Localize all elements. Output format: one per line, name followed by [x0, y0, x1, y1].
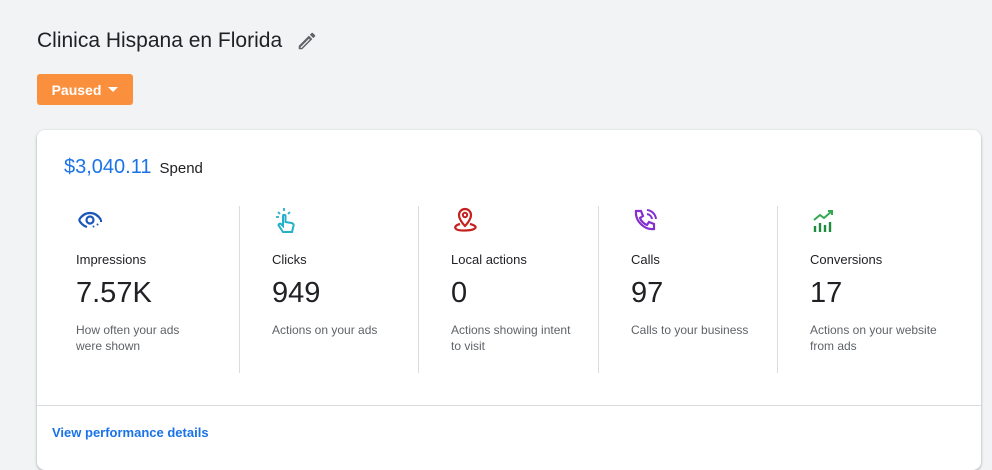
spend-value: $3,040.11 — [64, 156, 152, 178]
column-divider — [598, 206, 599, 373]
chart-up-icon — [813, 210, 833, 232]
metric-description: Actions on your website from ads — [810, 323, 937, 353]
metric-description: Actions on your ads — [272, 323, 378, 337]
column-divider — [418, 206, 419, 373]
metric-name: Conversions — [810, 252, 883, 267]
eye-icon — [78, 211, 102, 229]
metric-calls: Calls 97 Calls to your business — [631, 206, 761, 373]
metric-name: Clicks — [272, 252, 307, 267]
metric-clicks: Clicks 949 Actions on your ads — [272, 206, 402, 373]
metric-description: Actions showing intent to visit — [451, 323, 571, 353]
metric-value: 17 — [810, 277, 843, 309]
spend-summary: $3,040.11 Spend — [64, 156, 203, 179]
metric-impressions: Impressions 7.57K How often your ads wer… — [76, 206, 206, 373]
pencil-icon[interactable] — [296, 30, 318, 52]
location-icon — [454, 207, 477, 232]
performance-card: $3,040.11 Spend Impressions 7.57K How of… — [37, 130, 981, 470]
metric-name: Impressions — [76, 252, 147, 267]
metric-value: 949 — [272, 277, 321, 309]
column-divider — [239, 206, 240, 373]
card-divider — [37, 405, 981, 406]
metric-name: Calls — [631, 252, 660, 267]
metric-conversions: Conversions 17 Actions on your website f… — [810, 206, 940, 373]
view-performance-details-link[interactable]: View performance details — [52, 425, 209, 440]
metric-value: 97 — [631, 277, 664, 309]
phone-call-icon — [634, 209, 657, 231]
metric-description: How often your ads were shown — [76, 323, 180, 353]
metric-local-actions: Local actions 0 Actions showing intent t… — [451, 206, 581, 373]
metric-value: 7.57K — [76, 277, 152, 309]
status-label: Paused — [51, 81, 102, 98]
status-dropdown[interactable]: Paused — [37, 74, 133, 105]
spend-label: Spend — [159, 160, 203, 177]
page-title: Clinica Hispana en Florida — [37, 29, 318, 53]
metric-description: Calls to your business — [631, 323, 749, 337]
campaign-name: Clinica Hispana en Florida — [37, 29, 283, 52]
click-icon — [276, 208, 295, 233]
metric-value: 0 — [451, 277, 468, 309]
caret-down-icon — [108, 87, 119, 92]
column-divider — [777, 206, 778, 373]
metric-name: Local actions — [451, 252, 527, 267]
